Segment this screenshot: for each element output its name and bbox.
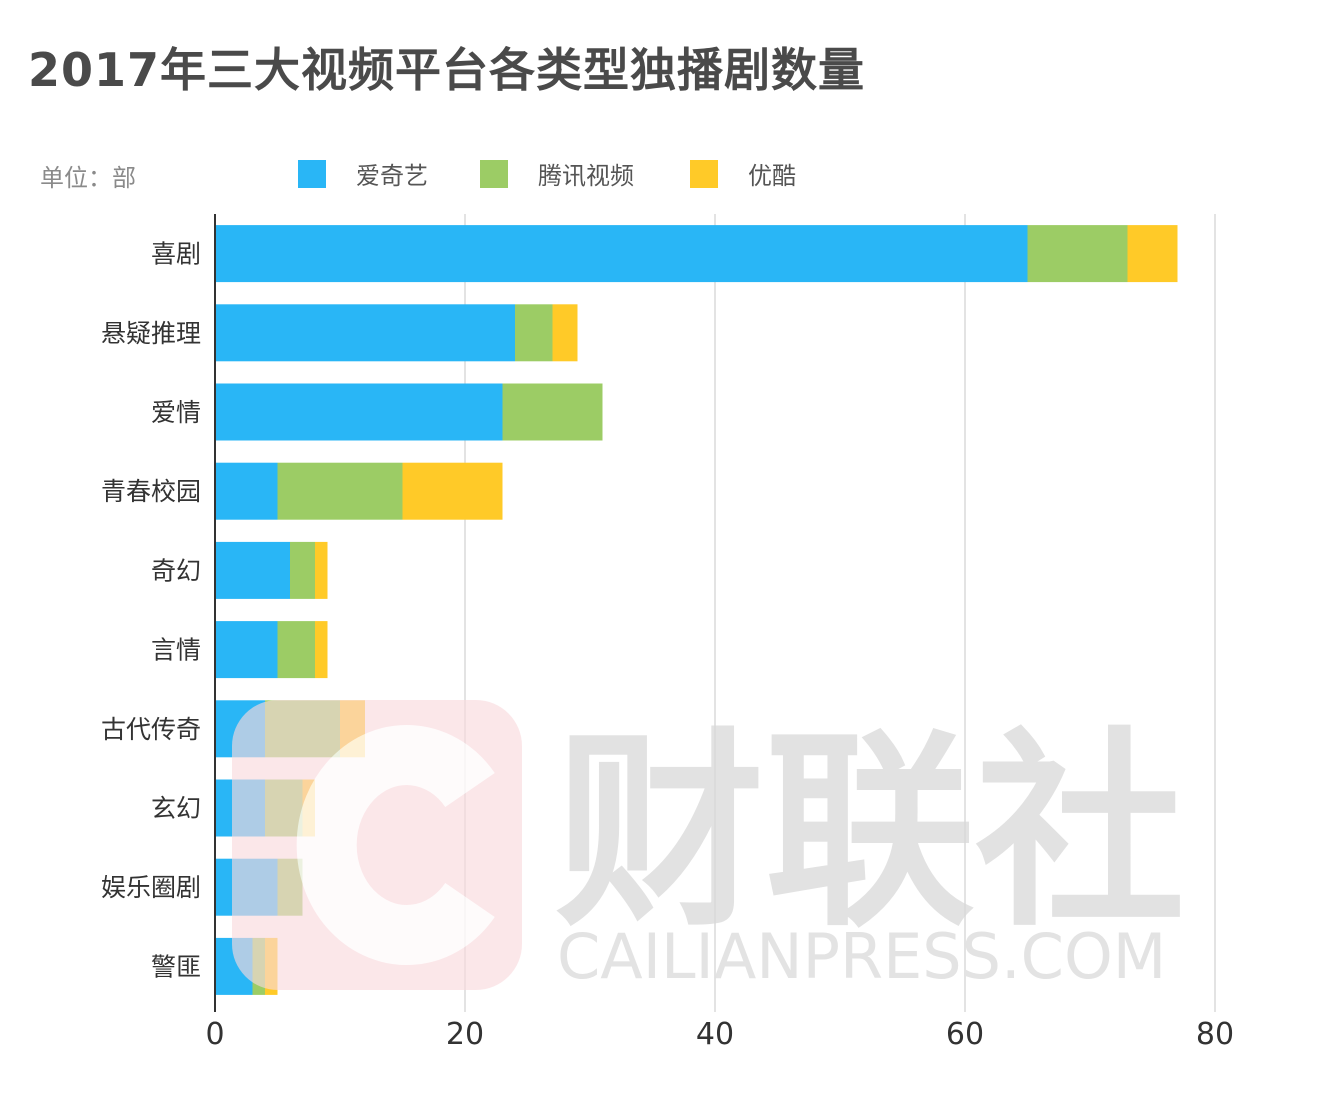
bar-segment (215, 462, 278, 520)
bar-segment (315, 621, 328, 679)
category-label: 警匪 (151, 952, 201, 981)
category-label: 娱乐圈剧 (101, 873, 201, 902)
bar-segment (252, 937, 265, 995)
legend-item-youku: 优酷 (690, 156, 796, 191)
bar-segment (552, 304, 578, 362)
category-label: 喜剧 (151, 240, 201, 269)
category-label: 古代传奇 (101, 715, 201, 744)
legend-label-tencent: 腾讯视频 (538, 162, 634, 190)
bar-segment (215, 304, 515, 362)
x-tick-label: 40 (696, 1017, 734, 1052)
bar-segment (215, 621, 278, 679)
x-tick-label: 80 (1196, 1017, 1234, 1052)
bar-segment (215, 937, 253, 995)
bar-segment (265, 779, 303, 837)
category-label: 悬疑推理 (101, 319, 201, 348)
legend-label-iqiyi: 爱奇艺 (356, 162, 428, 190)
legend-swatch-iqiyi (298, 159, 326, 188)
bar-segment (402, 462, 503, 520)
bar-segment (290, 541, 315, 599)
bar-segment (215, 858, 278, 916)
legend-swatch-youku (690, 159, 718, 188)
bar-segment (215, 779, 265, 837)
bar-segment (215, 541, 290, 599)
bar-segment (215, 383, 503, 441)
x-tick-label: 0 (205, 1017, 224, 1052)
bar-segment (302, 779, 315, 837)
category-label: 青春校园 (101, 477, 201, 506)
legend-item-iqiyi: 爱奇艺 (298, 156, 428, 191)
category-label: 玄幻 (151, 794, 201, 823)
category-label: 爱情 (151, 398, 201, 427)
chart-title: 2017年三大视频平台各类型独播剧数量 (28, 43, 866, 97)
bar-segment (1027, 225, 1128, 283)
bar-segment (502, 383, 603, 441)
bar-segment (277, 462, 403, 520)
bar-segment (215, 700, 265, 758)
bar-segment (265, 937, 278, 995)
x-tick-label: 20 (446, 1017, 484, 1052)
category-label: 言情 (151, 636, 201, 665)
legend: 爱奇艺 腾讯视频 优酷 (0, 156, 1331, 192)
bar-segment (265, 700, 340, 758)
bar-segment (215, 225, 1028, 283)
bar-segment (315, 541, 328, 599)
legend-label-youku: 优酷 (748, 162, 796, 190)
bar-segment (277, 858, 303, 916)
legend-swatch-tencent (480, 159, 508, 188)
bar-segment (340, 700, 365, 758)
category-label: 奇幻 (151, 556, 201, 585)
unit-label: 单位：部 (40, 164, 136, 192)
x-tick-label: 60 (946, 1017, 984, 1052)
bar-segment (515, 304, 553, 362)
bar-segment (1127, 225, 1178, 283)
legend-item-tencent: 腾讯视频 (480, 156, 634, 191)
bar-segment (277, 621, 315, 679)
